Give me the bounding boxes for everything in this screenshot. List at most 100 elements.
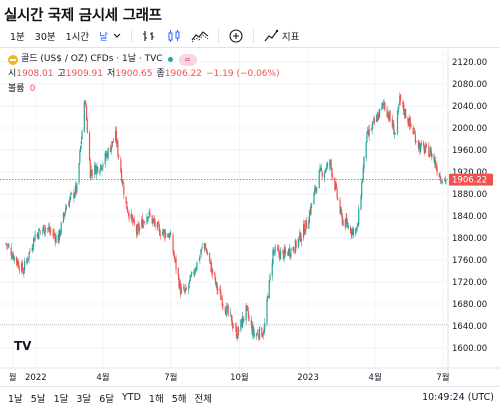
range-1m-button[interactable]: 1달	[53, 393, 69, 405]
candle-body	[413, 131, 415, 133]
candle-body	[404, 109, 406, 116]
candle-body	[434, 160, 436, 164]
candle-body	[75, 185, 77, 193]
candle-body	[304, 232, 306, 234]
candle-body	[414, 134, 417, 143]
candle-body	[247, 306, 249, 311]
candle-body	[7, 245, 9, 247]
close-value: 1906.22	[164, 69, 202, 79]
candle-body	[79, 145, 82, 152]
candle-body	[330, 160, 332, 168]
candle-body	[28, 252, 30, 259]
candle-body	[214, 277, 217, 285]
range-ytd-button[interactable]: YTD	[121, 392, 141, 403]
candle-body	[399, 96, 401, 103]
candle-body	[241, 316, 244, 328]
range-1d-button[interactable]: 1날	[8, 393, 23, 405]
interval-1m[interactable]: 1분	[10, 31, 25, 43]
candle-body	[397, 106, 399, 113]
candle-body	[403, 109, 405, 116]
candle-body	[426, 144, 428, 146]
candle-body	[314, 188, 316, 192]
candle-body	[326, 165, 328, 171]
candle-body	[237, 327, 239, 339]
range-6m-button[interactable]: 6달	[99, 393, 114, 405]
candle-body	[106, 153, 109, 158]
toolbar-divider	[252, 28, 254, 43]
candle-body	[142, 221, 144, 228]
candle-body	[258, 326, 261, 340]
candle-body	[299, 232, 302, 242]
candle-body	[418, 143, 420, 149]
candle-body	[356, 225, 358, 228]
interval-1d[interactable]: 날	[99, 31, 108, 43]
candle-body	[226, 305, 228, 317]
candle-body	[420, 143, 422, 151]
indicators-icon[interactable]	[263, 28, 279, 44]
interval-30m[interactable]: 30분	[34, 31, 56, 43]
range-5d-button[interactable]: 5날	[30, 393, 46, 405]
candle-body	[221, 298, 223, 307]
candle-body	[115, 130, 117, 144]
range-3m-button[interactable]: 3달	[76, 393, 92, 405]
candle-body	[386, 108, 388, 117]
legend-toggle-button[interactable]: =	[178, 53, 197, 66]
toolbar-divider	[130, 28, 132, 43]
candle-body	[185, 287, 187, 291]
chevron-down-icon[interactable]	[112, 28, 122, 44]
candle-body	[211, 267, 213, 273]
range-1y-button[interactable]: 1해	[148, 393, 164, 405]
compare-icon[interactable]	[191, 28, 209, 44]
candle-body	[363, 156, 365, 170]
candle-body	[100, 165, 103, 170]
candle-body	[410, 123, 412, 127]
candle-body	[438, 173, 440, 177]
range-all-button[interactable]: 전체	[194, 393, 212, 405]
candle-body	[366, 131, 368, 143]
candle-body	[156, 222, 158, 228]
y-tick-label: 1840.00	[452, 212, 487, 222]
candle-body	[323, 172, 326, 178]
add-circle-icon[interactable]	[228, 28, 244, 44]
bar-style-icon[interactable]	[141, 28, 157, 44]
symbol-row: 골드 (US$ / OZ) CFDs · 1날 · TVC =	[8, 52, 284, 67]
clock-readout[interactable]: 10:49:24 (UTC)	[422, 392, 494, 403]
ohlc-row: 시 1908.01 고 1909.91 저 1900.65 종 1906.22 …	[8, 67, 284, 82]
candle-body	[38, 228, 40, 240]
candle-body	[279, 252, 281, 259]
candle-body	[32, 247, 34, 250]
x-tick-label: 2023	[297, 373, 319, 383]
interval-1h[interactable]: 1시간	[65, 31, 90, 43]
candle-body	[256, 332, 258, 333]
candle-body	[399, 94, 402, 102]
candle-body	[149, 212, 151, 216]
candle-body	[313, 192, 315, 205]
candle-body	[419, 144, 421, 153]
candle-body	[204, 243, 206, 250]
candle-body	[152, 219, 154, 223]
y-tick-label: 2120.00	[452, 58, 487, 68]
candle-body	[126, 209, 129, 213]
range-5y-button[interactable]: 5해	[171, 393, 187, 405]
candle-body	[303, 224, 305, 235]
candle-body	[283, 248, 285, 259]
candle-body	[128, 213, 130, 219]
candle-body	[308, 221, 310, 230]
candle-body	[278, 248, 280, 254]
candle-body	[191, 271, 193, 275]
candle-body	[255, 333, 258, 336]
candle-body	[243, 319, 245, 321]
candle-body	[65, 206, 68, 210]
candle-body	[65, 208, 67, 214]
candle-body	[248, 318, 250, 320]
price-chart[interactable]: 2120.00 2080.00 2040.00 2000.00 1960.00 1920.…	[0, 50, 500, 386]
candle-body	[53, 232, 55, 236]
candle-body	[153, 219, 156, 223]
candle-body	[104, 152, 106, 164]
candle-body	[132, 217, 134, 223]
candle-body	[85, 105, 88, 120]
candle-body	[85, 102, 87, 105]
candle-body	[285, 250, 287, 253]
candle-style-icon[interactable]	[166, 28, 182, 44]
indicators-button[interactable]: 지표	[281, 31, 300, 43]
